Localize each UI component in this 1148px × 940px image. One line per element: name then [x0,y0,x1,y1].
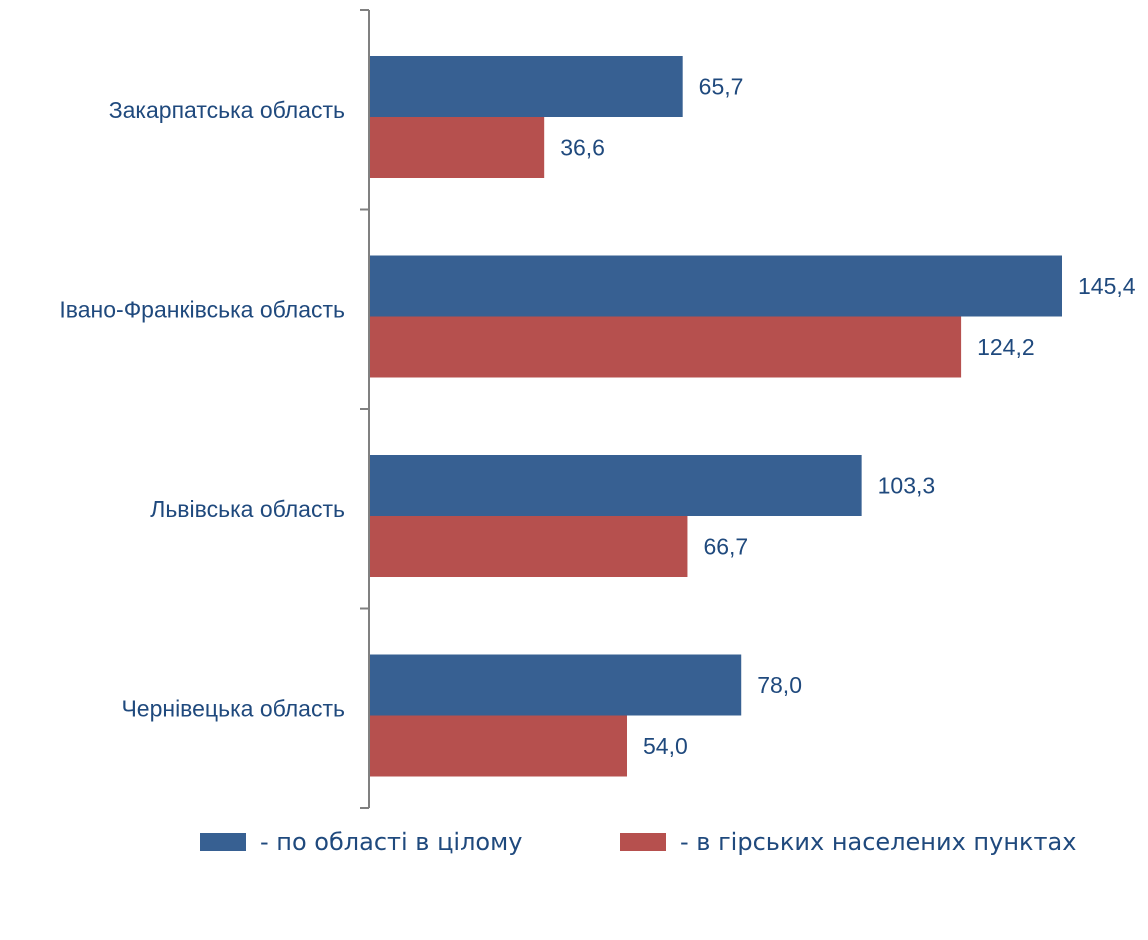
legend-label-mountain-settlements: - в гірських населених пунктах [680,828,1077,856]
data-label: 78,0 [757,672,802,698]
bar-region-total [370,56,683,117]
legend-item-region-total: - по області в цілому [200,822,522,862]
data-label: 103,3 [878,473,936,499]
bar-mountain-settlements [370,117,545,178]
legend-label-region-total: - по області в цілому [260,828,523,856]
bar-region-total [370,654,742,716]
category-label: Закарпатська область [109,97,345,123]
bar-chart: Закарпатська область 65,7 36,6 Івано-Франкі… [59,9,1136,809]
data-label: 124,2 [977,334,1035,360]
bar-region-total [370,255,1062,317]
data-label: 54,0 [643,733,688,759]
legend-swatch-mountain-settlements [620,833,666,851]
category-label: Чернівецька область [121,695,345,721]
data-label: 66,7 [703,534,748,560]
category-label: Івано-Франківська область [59,296,345,322]
bar-mountain-settlements [370,715,628,777]
category-label: Львівська область [150,496,345,522]
legend: - по області в цілому - в гірських насел… [0,822,1148,862]
bar-mountain-settlements [370,316,962,378]
data-label: 145,4 [1078,273,1136,299]
legend-swatch-region-total [200,833,246,851]
legend-item-mountain-settlements: - в гірських населених пунктах [620,822,1076,862]
bar-region-total [370,455,862,516]
data-label: 65,7 [699,74,744,100]
data-label: 36,6 [560,135,605,161]
bar-mountain-settlements [370,516,688,577]
